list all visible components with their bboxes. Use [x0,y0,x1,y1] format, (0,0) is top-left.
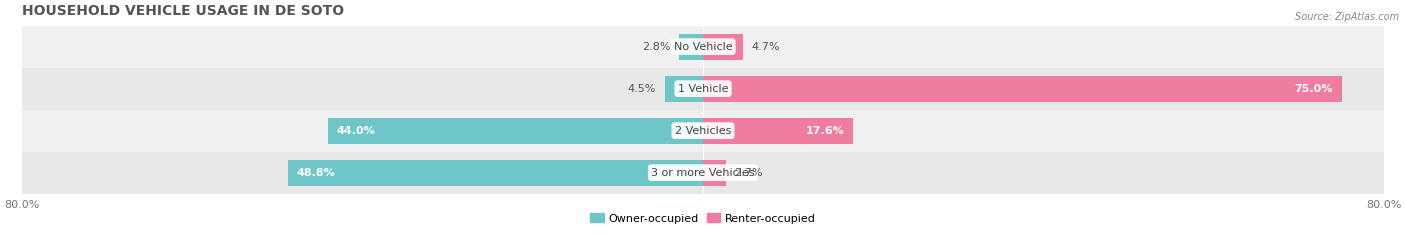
Text: 4.5%: 4.5% [628,84,657,94]
Bar [703,76,1341,102]
Bar [703,118,853,144]
Bar [22,152,1384,194]
Text: 44.0%: 44.0% [337,126,375,136]
Text: 3 or more Vehicles: 3 or more Vehicles [651,168,755,178]
Text: HOUSEHOLD VEHICLE USAGE IN DE SOTO: HOUSEHOLD VEHICLE USAGE IN DE SOTO [22,4,344,18]
Bar [22,26,1384,68]
Bar [22,110,1384,152]
Bar [287,160,703,186]
Bar [703,160,725,186]
Bar [679,34,703,60]
Text: 17.6%: 17.6% [806,126,845,136]
Legend: Owner-occupied, Renter-occupied: Owner-occupied, Renter-occupied [586,209,820,228]
Text: No Vehicle: No Vehicle [673,42,733,52]
Bar [703,34,742,60]
Text: Source: ZipAtlas.com: Source: ZipAtlas.com [1295,12,1399,22]
Text: 75.0%: 75.0% [1295,84,1333,94]
Text: 48.8%: 48.8% [297,168,335,178]
Text: 2.8%: 2.8% [643,42,671,52]
Text: 2 Vehicles: 2 Vehicles [675,126,731,136]
Text: 4.7%: 4.7% [752,42,780,52]
Bar [665,76,703,102]
Text: 2.7%: 2.7% [734,168,763,178]
Bar [22,68,1384,110]
Bar [329,118,703,144]
Text: 1 Vehicle: 1 Vehicle [678,84,728,94]
